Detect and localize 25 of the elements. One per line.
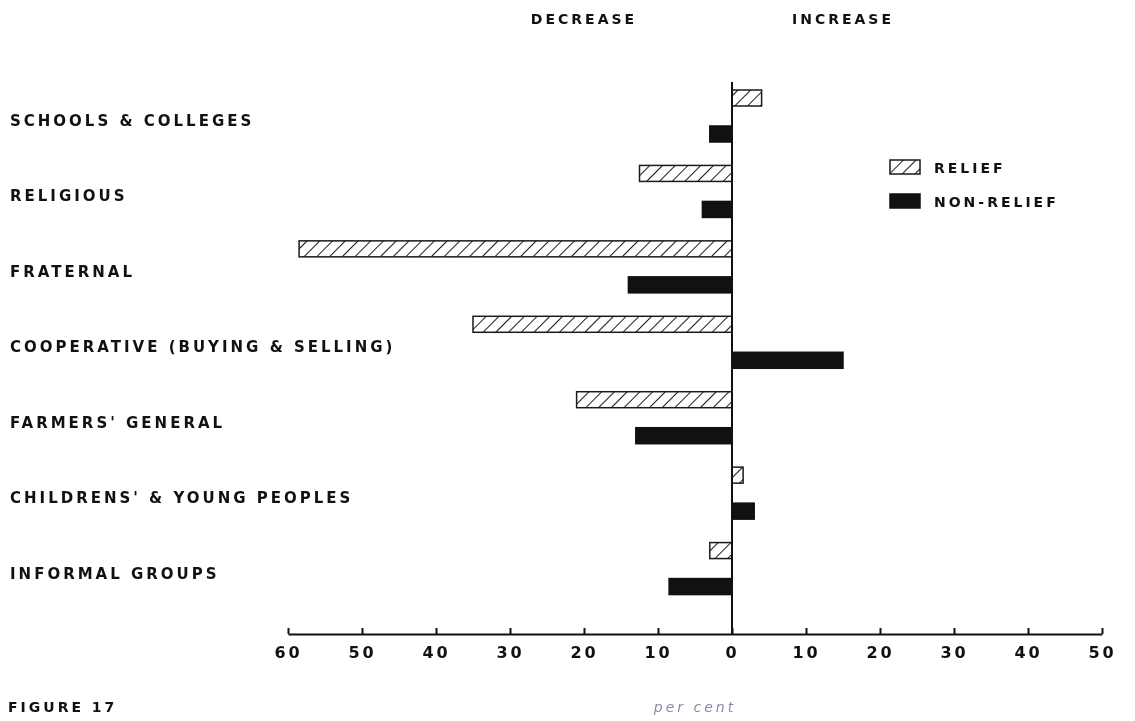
text: INCREASE xyxy=(791,11,895,27)
legend-label: NON-RELIEF xyxy=(934,194,1059,210)
x-tick-label: 60 xyxy=(274,642,303,662)
x-tick-label: 10 xyxy=(792,642,821,662)
x-tick-label: 30 xyxy=(940,642,969,662)
x-tick-label: 0 xyxy=(725,642,740,662)
y-tick-label: CHILDRENS' & YOUNG PEOPLES xyxy=(10,489,354,508)
x-tick-label: 30 xyxy=(496,642,525,662)
y-tick-label: RELIGIOUS xyxy=(10,187,128,206)
x-tick-label: 20 xyxy=(570,642,599,662)
y-tick-label: COOPERATIVE (BUYING & SELLING) xyxy=(10,338,396,357)
x-tick-label: 40 xyxy=(422,642,451,662)
y-tick-label: FRATERNAL xyxy=(10,262,135,281)
x-tick-label: 50 xyxy=(1088,642,1117,662)
x-axis-title: per cent xyxy=(652,699,737,715)
x-tick-label: 20 xyxy=(866,642,895,662)
caption: FIGURE 17 xyxy=(8,699,118,715)
y-tick-label: FARMERS' GENERAL xyxy=(10,413,226,432)
y-tick-label: INFORMAL GROUPS xyxy=(10,564,220,583)
x-tick-label: 10 xyxy=(644,642,673,662)
x-tick-label: 50 xyxy=(348,642,377,662)
x-tick-label: 40 xyxy=(1014,642,1043,662)
legend-label: RELIEF xyxy=(934,160,1006,176)
text: DECREASE xyxy=(530,11,638,27)
y-tick-label: SCHOOLS & COLLEGES xyxy=(10,112,255,130)
